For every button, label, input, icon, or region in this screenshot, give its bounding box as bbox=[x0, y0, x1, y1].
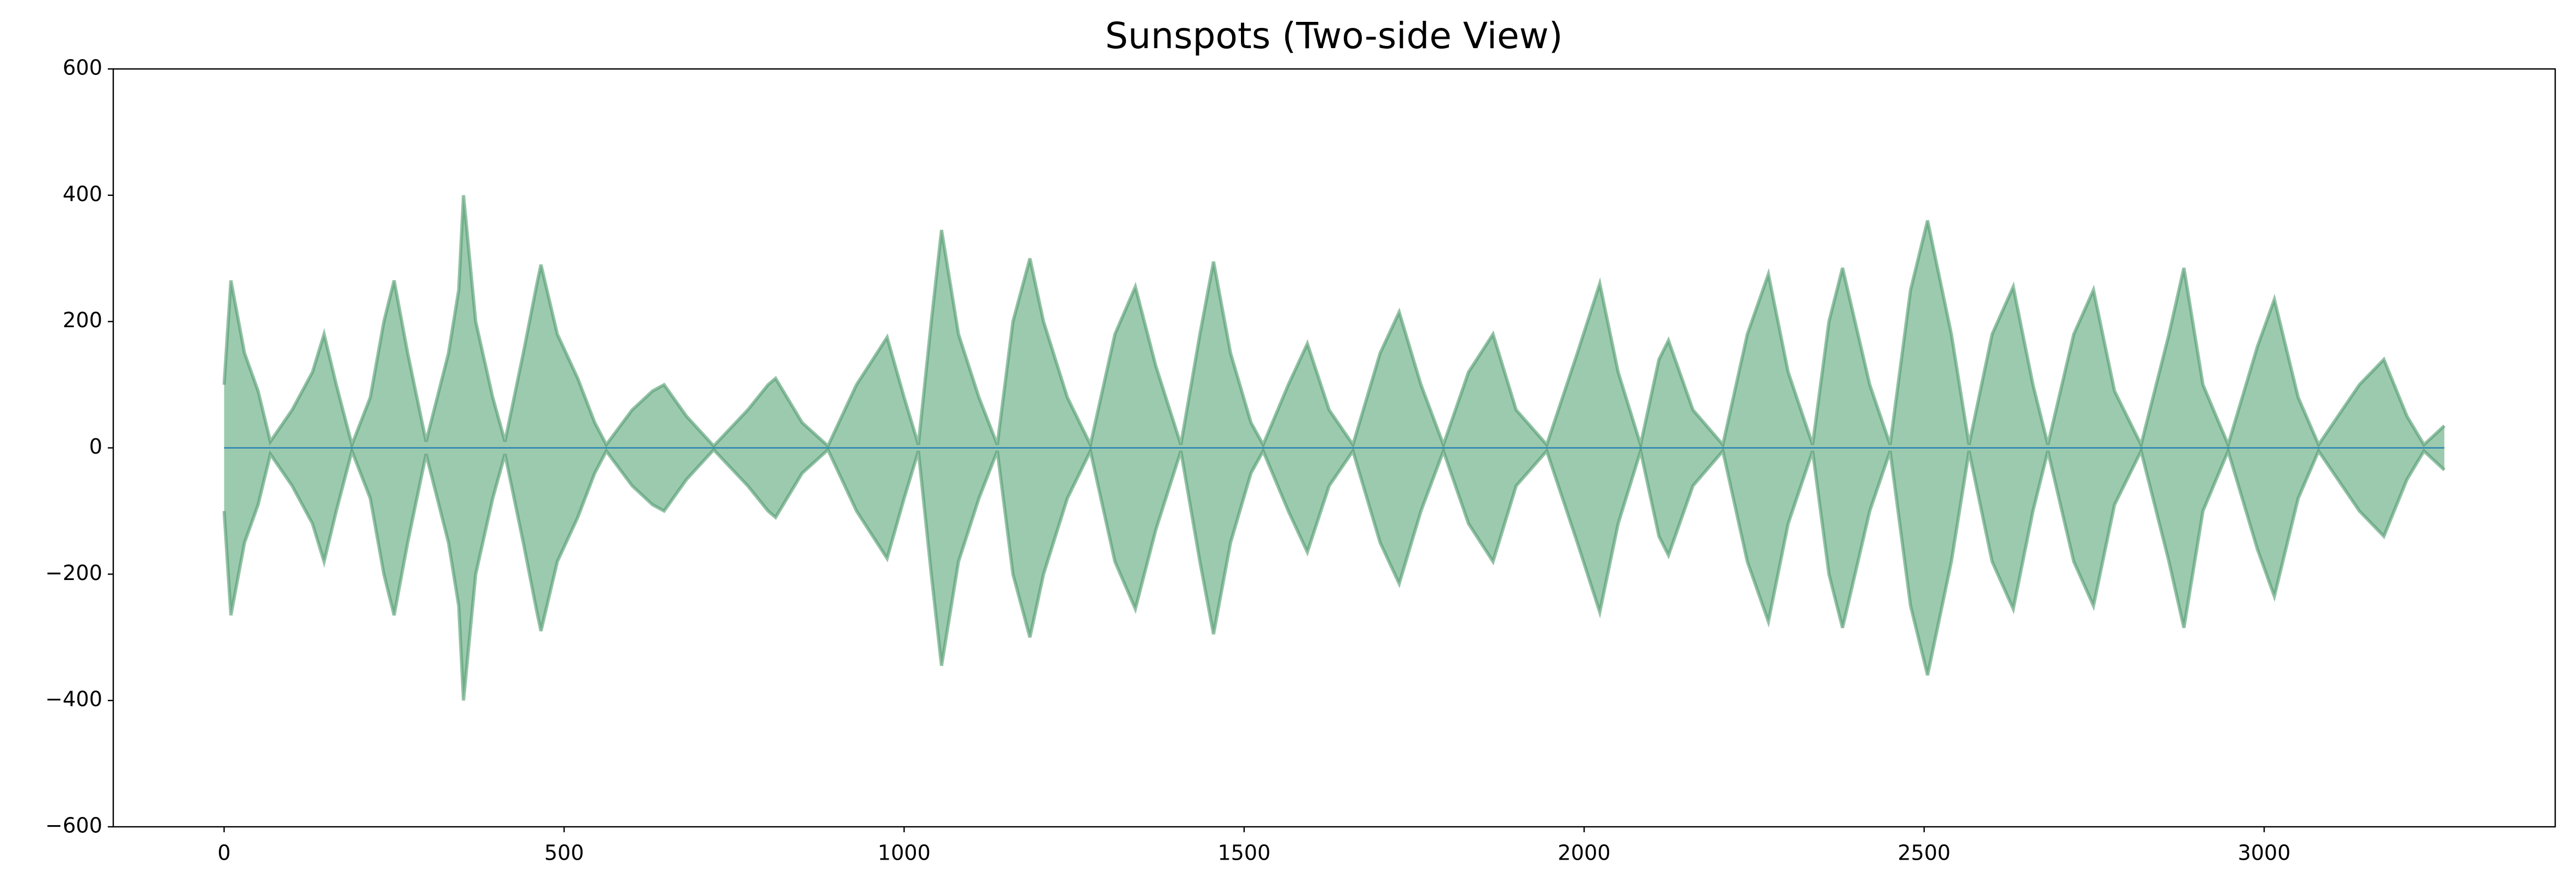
lower-line bbox=[222, 444, 2446, 701]
chart-title: Sunspots (Two-side View) bbox=[1105, 15, 1563, 57]
x-tick-label: 3000 bbox=[2238, 841, 2291, 865]
y-tick-label: −200 bbox=[45, 561, 102, 585]
y-tick-label: 0 bbox=[89, 434, 102, 459]
upper-line bbox=[222, 195, 2446, 451]
y-tick-label: −600 bbox=[45, 814, 102, 838]
x-tick-label: 0 bbox=[217, 841, 230, 865]
x-tick-label: 2500 bbox=[1898, 841, 1951, 865]
y-tick-label: 200 bbox=[62, 308, 102, 332]
x-tick-label: 1000 bbox=[878, 841, 931, 865]
y-tick-label: 600 bbox=[62, 56, 102, 80]
y-tick-label: −400 bbox=[45, 687, 102, 711]
y-tick-label: 400 bbox=[62, 182, 102, 206]
x-tick-label: 2000 bbox=[1558, 841, 1611, 865]
x-tick-label: 500 bbox=[544, 841, 584, 865]
x-tick-label: 1500 bbox=[1217, 841, 1270, 865]
